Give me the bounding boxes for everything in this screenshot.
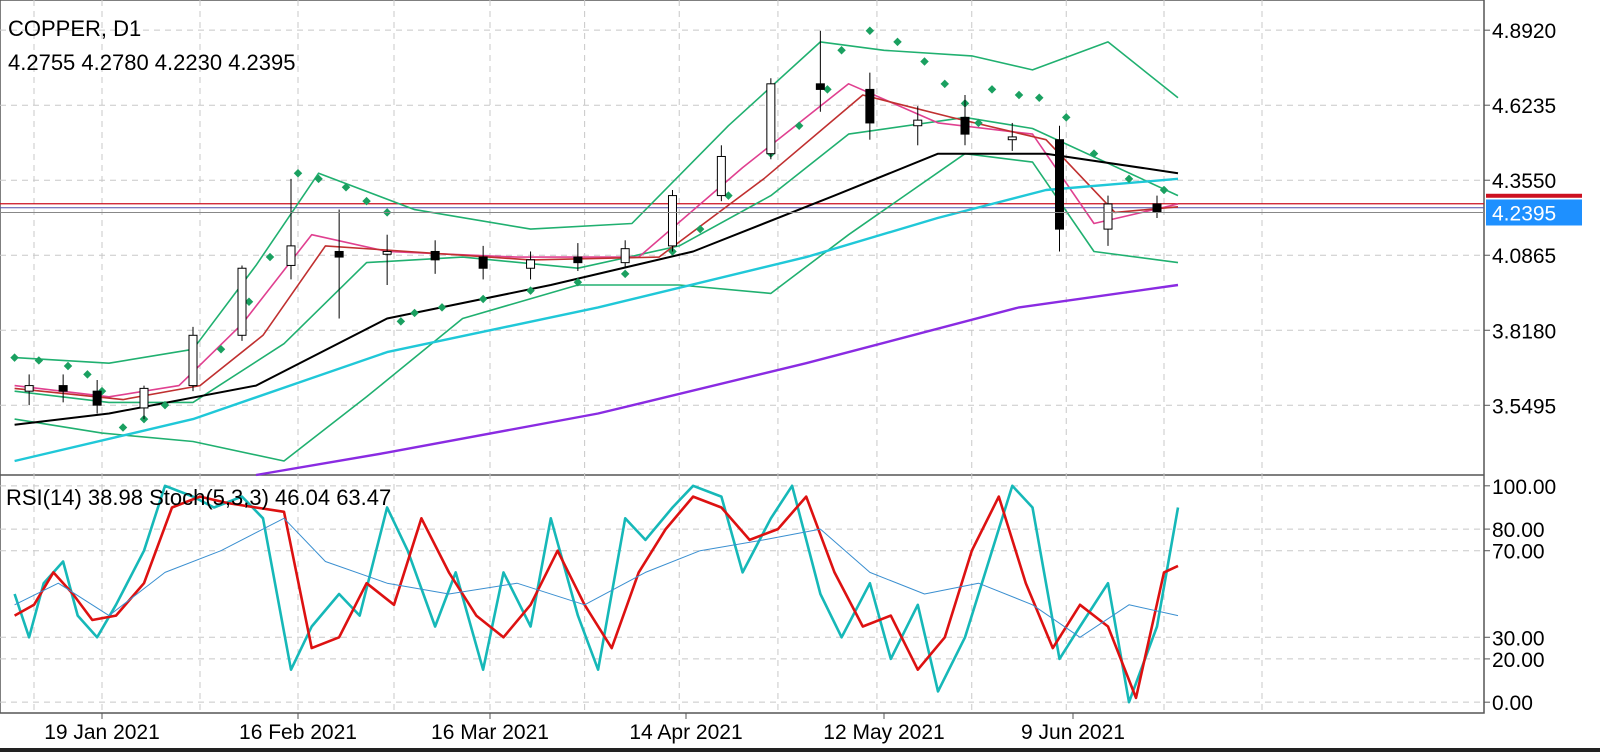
sar-dot [314,174,323,184]
sar-dot [83,370,92,379]
candle-body [815,83,825,90]
candle-body [286,245,296,266]
sar-dot [573,277,583,287]
oscillator-pane[interactable] [13,484,1180,704]
oscillator-tick-label: 80.00 [1492,519,1545,542]
candle-body [526,259,536,269]
candle-body [478,256,488,269]
sar-dot [526,286,535,295]
candle-body [188,334,198,387]
candle-body [334,250,344,258]
candle-body [913,119,923,127]
candle-body [716,155,726,197]
time-tick-label: 12 May 2021 [823,721,944,744]
candle-body [24,385,34,392]
candle-body [382,250,392,255]
sar-dot [1062,113,1071,122]
sar-dot [837,46,846,55]
sar-dot [63,361,73,371]
candle-body [667,195,677,247]
ohlc-readout: 4.2755 4.2780 4.2230 4.2395 [8,50,296,75]
series-bollinger [14,152,1179,462]
sar-dot [1089,149,1099,158]
series-bollinger [14,41,1179,365]
oscillator-tick-label: 100.00 [1492,476,1556,499]
time-tick-label: 9 Jun 2021 [1021,721,1125,744]
candle-body [865,88,875,124]
series-ma_slow [14,94,1179,401]
sar-dot [160,400,170,410]
sar-dot [794,121,804,130]
sar-dot [940,79,949,89]
series-stoch_main [13,484,1180,704]
series-ma100 [14,177,1179,463]
sar-dot [34,356,44,365]
sar-dot [362,196,371,206]
sar-dot [437,303,447,312]
candle-body [92,390,102,406]
sar-dot [244,297,254,307]
candle-body [620,248,630,264]
sar-dot [10,353,19,362]
sar-dot [987,85,997,94]
sar-dot [1014,90,1024,100]
time-tick-label: 14 Apr 2021 [629,721,742,744]
candle-body [237,267,247,336]
sar-dot [118,423,128,432]
oscillator-tick-label: 30.00 [1492,627,1545,650]
candle-body [58,385,68,392]
sar-dot [410,308,419,318]
candle-body [430,250,440,261]
oscillator-tick-label: 0.00 [1492,692,1533,715]
price-axis[interactable]: 4.8920 4.6235 4.3550 4.0865 3.8180 3.5495 [1484,20,1556,418]
chart-frame [0,0,1485,714]
series-ma200 [255,283,1179,477]
sar-dot [341,182,351,192]
price-tick-label: 4.3550 [1492,170,1556,193]
symbol-title: COPPER, D1 [8,16,141,41]
oscillator-tick-label: 70.00 [1492,541,1545,564]
sar-dot [920,57,929,66]
sar-dot [265,252,275,262]
series-ma50 [14,152,1179,426]
indicator-readout: RSI(14) 38.98 Stoch(5,3,3) 46.04 63.47 [6,485,391,510]
time-axis[interactable]: 19 Jan 2021 16 Feb 2021 16 Mar 2021 14 Apr … [44,713,1125,744]
price-tick-label: 4.6235 [1492,95,1556,118]
sar-dot [893,37,902,47]
sar-dot [396,317,406,326]
time-tick-label: 16 Mar 2021 [431,721,549,744]
price-pane[interactable] [0,26,1582,477]
time-tick-label: 16 Feb 2021 [239,721,357,744]
price-tick-label: 4.8920 [1492,20,1556,43]
current-price-badge-bg [1486,199,1582,226]
series-rsi [14,517,1179,638]
current-price-badge: 4.2395 [1486,199,1582,226]
time-tick-label: 19 Jan 2021 [44,721,160,744]
candle-body [573,256,583,264]
resistance-marker [1486,193,1582,198]
sar-dot [293,168,303,178]
candle-body [766,83,776,155]
oscillator-tick-label: 20.00 [1492,649,1545,672]
candle-body [1103,203,1113,230]
current-price-label: 4.2395 [1492,202,1556,225]
price-tick-label: 4.0865 [1492,245,1556,268]
price-tick-label: 3.8180 [1492,320,1556,343]
sar-dot [216,345,226,354]
sar-dot [865,26,875,35]
candle-body [1055,139,1064,230]
candle-body [960,116,970,135]
price-tick-label: 3.5495 [1492,395,1556,418]
candle-body [1152,203,1162,213]
sar-dot [478,294,488,304]
candle-body [139,387,149,409]
candle-body [1007,136,1017,141]
grid [0,0,1484,713]
sar-dot [620,269,630,279]
sar-dot [1035,93,1044,103]
